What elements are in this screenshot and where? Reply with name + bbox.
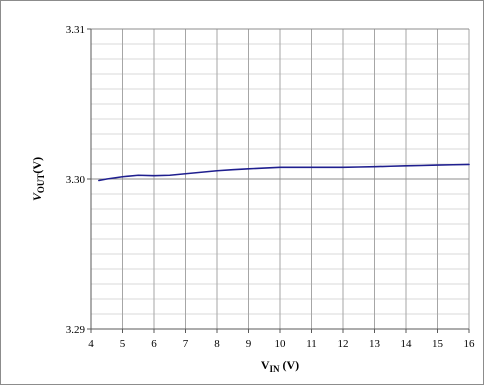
x-tick-label: 7 bbox=[183, 338, 189, 350]
x-axis-label: VIN (V) bbox=[261, 358, 299, 374]
y-tick-label: 3.29 bbox=[66, 324, 86, 336]
x-axis-label-main: V bbox=[261, 358, 270, 372]
x-tick-label: 11 bbox=[306, 338, 317, 350]
y-axis-label: VOUT(V) bbox=[30, 157, 46, 201]
x-tick-label: 5 bbox=[120, 338, 126, 350]
axes bbox=[87, 28, 470, 333]
x-axis-label-sub: IN bbox=[269, 364, 280, 374]
vout-series-line bbox=[98, 163, 470, 182]
y-tick-label: 3.30 bbox=[66, 174, 86, 186]
x-tick-label: 9 bbox=[246, 338, 252, 350]
x-tick-label: 10 bbox=[275, 338, 287, 350]
x-tick-label: 14 bbox=[401, 338, 413, 350]
y-tick-labels: 3.29 3.30 3.31 bbox=[66, 24, 86, 336]
y-tick-label: 3.31 bbox=[66, 24, 85, 36]
x-axis-label-unit: (V) bbox=[280, 358, 300, 372]
x-tick-label: 15 bbox=[432, 338, 444, 350]
x-tick-label: 4 bbox=[88, 338, 94, 350]
series-layer bbox=[98, 163, 470, 182]
y-axis-label-unit: (V) bbox=[30, 157, 44, 174]
y-axis-label-sub: OUT bbox=[36, 174, 46, 194]
x-tick-label: 13 bbox=[369, 338, 381, 350]
x-tick-label: 6 bbox=[151, 338, 157, 350]
x-tick-label: 12 bbox=[338, 338, 349, 350]
y-axis-label-main: V bbox=[30, 192, 44, 201]
x-tick-label: 16 bbox=[464, 338, 476, 350]
x-tick-label: 8 bbox=[214, 338, 220, 350]
major-gridlines bbox=[91, 28, 470, 330]
x-tick-labels: 4 5 6 7 8 9 10 11 12 13 14 15 16 bbox=[88, 338, 475, 350]
